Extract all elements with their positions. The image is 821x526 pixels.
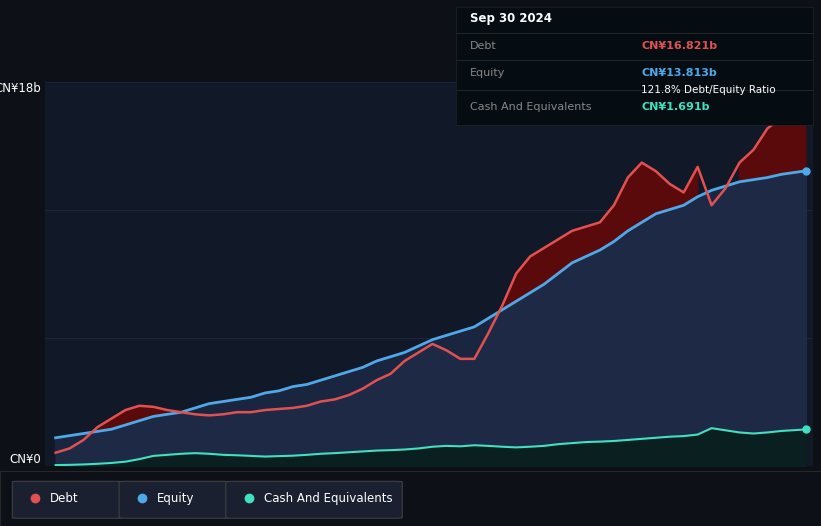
Text: CN¥1.691b: CN¥1.691b <box>641 103 710 113</box>
Text: 121.8% Debt/Equity Ratio: 121.8% Debt/Equity Ratio <box>641 85 776 95</box>
Text: CN¥13.813b: CN¥13.813b <box>641 68 717 78</box>
Text: Sep 30 2024: Sep 30 2024 <box>470 12 552 25</box>
Text: Cash And Equivalents: Cash And Equivalents <box>470 103 591 113</box>
Text: Equity: Equity <box>157 492 195 505</box>
Text: CN¥16.821b: CN¥16.821b <box>641 41 718 51</box>
Text: CN¥18b: CN¥18b <box>0 82 41 95</box>
FancyBboxPatch shape <box>119 481 230 518</box>
FancyBboxPatch shape <box>12 481 123 518</box>
Text: Equity: Equity <box>470 68 505 78</box>
FancyBboxPatch shape <box>226 481 402 518</box>
Text: Cash And Equivalents: Cash And Equivalents <box>264 492 392 505</box>
Text: CN¥0: CN¥0 <box>10 452 41 466</box>
Text: Debt: Debt <box>470 41 497 51</box>
Text: Debt: Debt <box>50 492 79 505</box>
